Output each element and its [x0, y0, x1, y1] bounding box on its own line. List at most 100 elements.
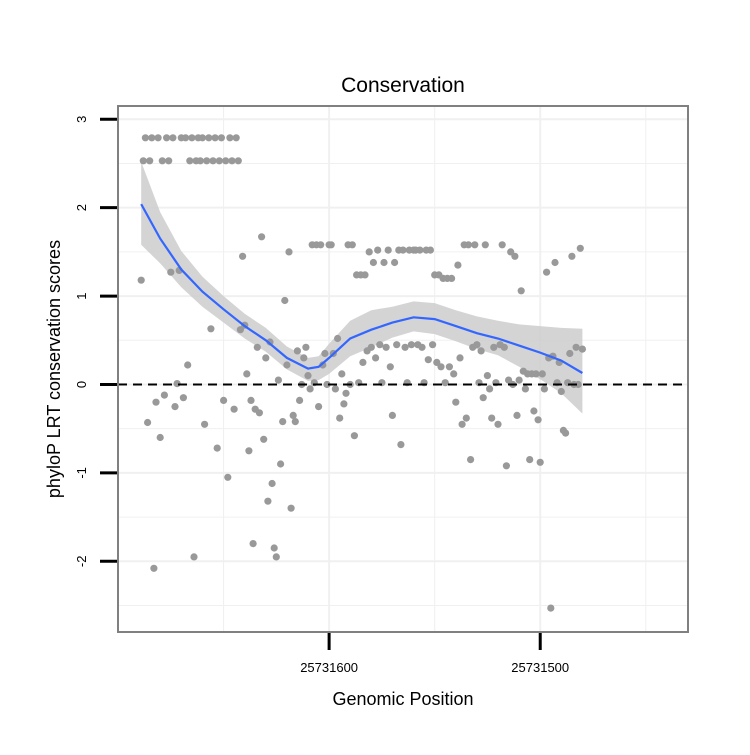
- data-point: [279, 418, 287, 426]
- data-point: [572, 343, 580, 351]
- data-point: [249, 540, 257, 548]
- y-tick-label: 0: [74, 381, 89, 388]
- data-point: [494, 420, 502, 428]
- data-point: [407, 341, 415, 349]
- data-point: [543, 268, 551, 276]
- data-point: [188, 134, 196, 142]
- data-point: [165, 157, 173, 165]
- data-point: [483, 372, 491, 380]
- data-point: [393, 341, 401, 349]
- data-point: [184, 361, 192, 369]
- data-point: [315, 403, 323, 411]
- data-point: [228, 157, 236, 165]
- data-point: [287, 504, 295, 512]
- data-point: [262, 354, 270, 362]
- data-point: [331, 385, 339, 393]
- data-point: [382, 343, 390, 351]
- data-point: [557, 387, 565, 396]
- data-point: [401, 343, 409, 351]
- data-point: [426, 246, 434, 254]
- data-point: [230, 405, 238, 413]
- data-point: [429, 341, 437, 349]
- data-point: [319, 361, 327, 369]
- data-point: [334, 334, 342, 343]
- data-point: [211, 134, 219, 142]
- data-point: [450, 370, 458, 378]
- data-point: [209, 157, 217, 165]
- data-point: [239, 252, 247, 260]
- data-point: [534, 416, 542, 424]
- data-point: [359, 358, 367, 366]
- data-point: [169, 134, 177, 142]
- data-point: [502, 462, 510, 470]
- data-point: [473, 341, 481, 349]
- y-tick-label: 2: [74, 204, 89, 211]
- data-point: [391, 258, 399, 267]
- data-point: [203, 157, 211, 165]
- data-point: [536, 458, 544, 466]
- data-point: [266, 338, 274, 346]
- data-point: [253, 343, 261, 351]
- data-point: [384, 246, 392, 254]
- data-point: [264, 497, 272, 505]
- data-point: [306, 385, 314, 393]
- data-point: [530, 407, 538, 415]
- data-point: [464, 241, 472, 249]
- data-point: [293, 347, 301, 355]
- data-point: [158, 157, 166, 165]
- data-point: [441, 379, 449, 387]
- data-point: [551, 258, 559, 267]
- data-point: [350, 432, 358, 440]
- data-point: [247, 396, 255, 404]
- smooth-line-layer: [140, 203, 583, 374]
- data-point: [481, 241, 489, 249]
- data-point: [196, 157, 204, 165]
- data-point: [137, 276, 145, 284]
- data-point: [272, 553, 280, 561]
- data-point: [154, 134, 162, 142]
- data-point: [448, 274, 456, 282]
- data-point: [467, 456, 475, 464]
- data-point: [380, 258, 388, 267]
- data-point: [336, 414, 344, 422]
- panel-border: [117, 105, 689, 633]
- data-point: [182, 134, 190, 142]
- data-point: [268, 479, 276, 488]
- data-point: [369, 258, 377, 267]
- smooth-fit-line: [140, 203, 583, 374]
- y-tick-label: -2: [74, 556, 89, 568]
- data-point: [471, 241, 479, 249]
- data-point: [500, 343, 508, 351]
- data-point: [367, 343, 375, 351]
- data-point: [141, 134, 149, 142]
- data-point: [498, 241, 506, 249]
- data-point: [281, 296, 289, 305]
- data-point: [186, 157, 194, 165]
- data-point: [538, 370, 546, 378]
- data-point: [511, 252, 519, 260]
- data-point: [348, 241, 356, 249]
- y-tick-label: 3: [74, 116, 89, 123]
- data-point: [289, 411, 297, 419]
- data-point: [255, 409, 263, 417]
- data-point: [361, 271, 369, 279]
- data-point: [243, 370, 251, 378]
- data-point: [190, 553, 198, 561]
- chart-title: Conservation: [341, 74, 465, 97]
- data-point: [258, 233, 266, 241]
- data-point: [462, 414, 470, 422]
- data-point: [327, 241, 335, 249]
- y-tick-label: -1: [74, 467, 89, 479]
- data-point: [486, 385, 494, 393]
- data-point: [207, 325, 215, 333]
- data-point: [146, 157, 154, 165]
- data-point: [213, 444, 221, 452]
- data-point: [232, 134, 240, 142]
- data-point: [399, 246, 407, 254]
- data-point: [283, 361, 291, 369]
- data-point: [296, 396, 304, 404]
- data-point: [574, 380, 582, 389]
